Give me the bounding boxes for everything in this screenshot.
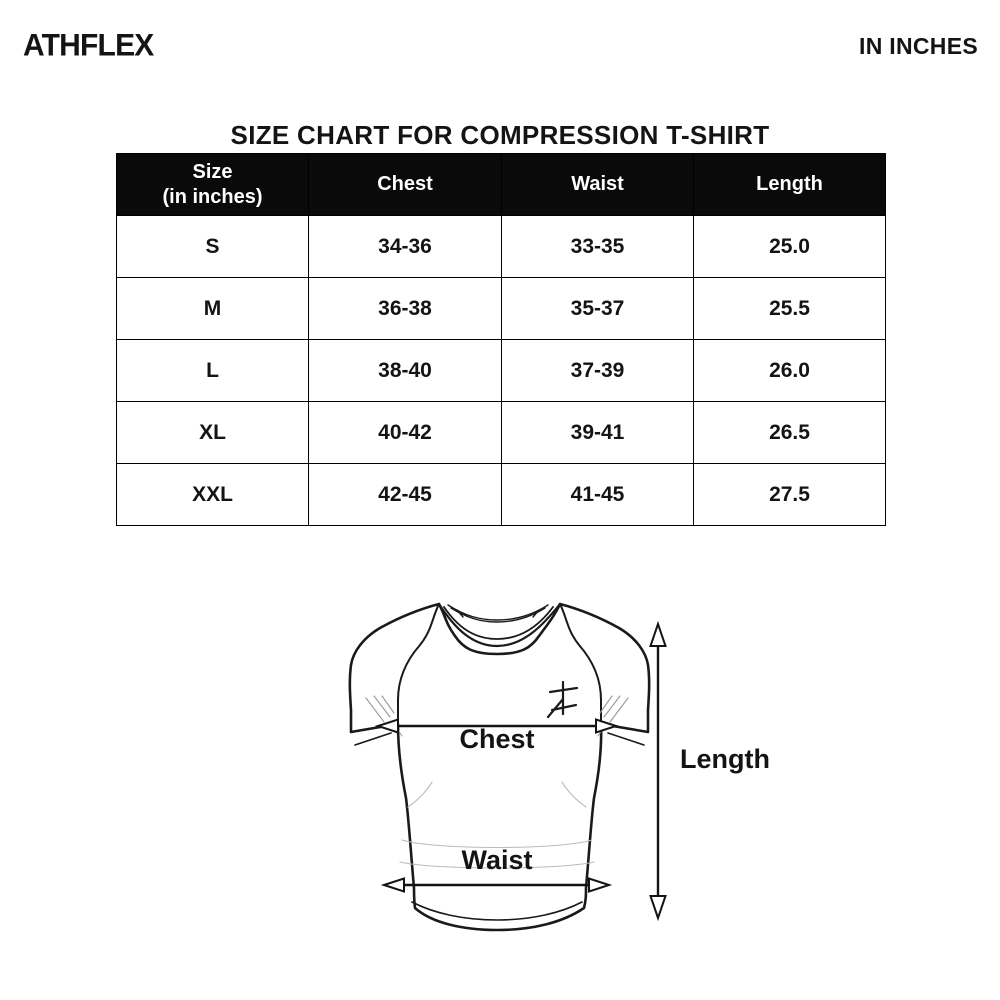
svg-text:Length: Length xyxy=(680,744,770,774)
svg-text:Chest: Chest xyxy=(459,724,534,754)
svg-text:Waist: Waist xyxy=(461,845,532,875)
